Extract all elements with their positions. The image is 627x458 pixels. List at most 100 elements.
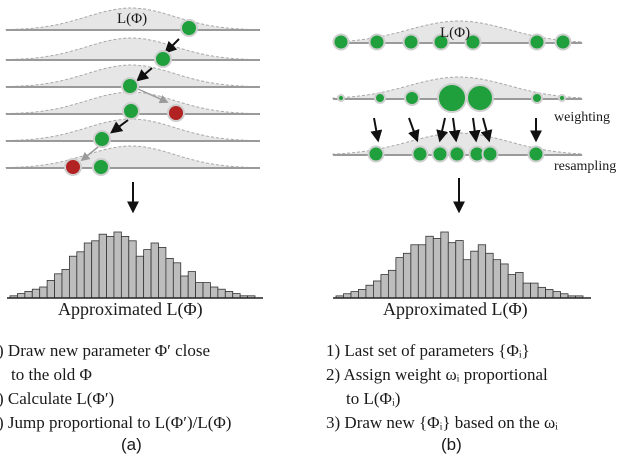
panel-b-histogram-bar-9 — [395, 257, 404, 299]
panel-a-sample-6 — [92, 158, 110, 176]
panel-a-histogram-bar-6 — [46, 279, 55, 299]
panel-a-likelihood-row-5-fill — [5, 118, 261, 142]
panel-b-weighted-particle-7 — [558, 94, 566, 102]
panel-b-histogram-bar-15 — [440, 231, 449, 299]
panel-a-step-arrow-4 — [110, 119, 129, 134]
panel-a-histogram-bar-4 — [31, 288, 41, 299]
panel-b-resample-arrow-4 — [448, 117, 461, 143]
panel-b-weighted-particle-2 — [374, 92, 386, 104]
panel-a-histogram-bar-14 — [106, 235, 115, 299]
panel-a-caption: Approximated L(Φ) — [58, 299, 203, 319]
panel-a-histogram-bar-22 — [165, 257, 174, 299]
panel-b-resampled-particle-2 — [411, 145, 429, 163]
panel-b-histogram-bar-26 — [522, 282, 531, 299]
panel-a-rejected-sample-4 — [167, 104, 185, 122]
panel-b-histogram-bar-30 — [552, 291, 561, 299]
panel-b-weighted-particle-3 — [404, 90, 420, 106]
panel-a-proposal-arrow-3 — [137, 88, 169, 104]
panel-b-resampled-particle-1 — [367, 145, 385, 163]
panel-b-histogram-bar-3 — [350, 291, 359, 299]
panel-b-weighted-particle-1 — [337, 94, 345, 102]
panel-b-resample-arrow-3 — [436, 117, 448, 143]
panel-b-histogram-bar-24 — [507, 274, 517, 299]
panel-b-histogram-bar-21 — [485, 252, 494, 299]
panel-a-histogram-bar-17 — [128, 240, 137, 299]
panel-b-weighted-particle-4 — [437, 83, 467, 113]
panel-a-histogram-bar-18 — [135, 255, 145, 299]
panel-b-histogram-bar-10 — [402, 252, 412, 299]
panel-a-step-3: ) Jump proportional to L(Φ′)/L(Φ) — [0, 413, 232, 432]
panel-b-resampled-particle-3 — [431, 145, 449, 163]
panel-a-histogram-bar-30 — [224, 290, 234, 299]
panel-a-histogram-bar-29 — [217, 288, 226, 299]
panel-a-histogram-bar-9 — [68, 255, 78, 299]
panel-a-step-arrow-1 — [164, 38, 180, 54]
panel-b-histogram-bar-27 — [530, 282, 539, 299]
panel-b-histogram-bar-8 — [387, 269, 397, 299]
panel-b-histogram-bar-14 — [432, 237, 442, 299]
panel-b-histogram-bar-5 — [365, 284, 374, 299]
panel-b-particle-5 — [464, 33, 482, 51]
panel-b-particle-7 — [554, 33, 572, 51]
panel-b-step-2-cont: to L(Φᵢ) — [346, 389, 401, 408]
panel-b-resample-arrow-6 — [480, 117, 493, 143]
panel-b-histogram-bar-28 — [537, 286, 546, 299]
panel-a-histogram-bar-7 — [54, 273, 63, 299]
panel-b-histogram-bar-12 — [417, 244, 427, 299]
panel-a-histogram-bar-11 — [83, 242, 93, 299]
panel-b-histogram-bar-18 — [462, 259, 472, 299]
panel-b-resampled-particle-6 — [481, 145, 499, 163]
panel-b-resample-arrow-1 — [370, 117, 383, 143]
resampling-label: resampling — [554, 159, 617, 174]
panel-a-label: (a) — [121, 435, 142, 454]
panel-a-histogram-bar-21 — [158, 246, 167, 299]
panel-b-histogram-bar-4 — [358, 289, 367, 299]
panel-a-histogram-bar-3 — [24, 290, 33, 299]
panel-b-step-1: 1) Last set of parameters {Φᵢ} — [326, 341, 530, 360]
panel-a-histogram-bar-24 — [180, 275, 189, 299]
panel-b-label: (b) — [441, 435, 462, 454]
panel-b-resample-arrow-5 — [468, 117, 481, 143]
panel-b-step-3: 3) Draw new {Φᵢ} based on the ωᵢ — [326, 413, 558, 432]
panel-a-step-arrow-2 — [136, 67, 153, 82]
panel-a-sample-4 — [122, 102, 140, 120]
panel-b-particle-3 — [402, 33, 420, 51]
panel-b-histogram-bar-22 — [492, 259, 502, 299]
panel-a-proposal-arrow-5 — [80, 146, 99, 162]
panel-b-particle-1 — [332, 33, 350, 51]
panel-b-caption: Approximated L(Φ) — [383, 299, 528, 319]
panel-a-likelihood-row-2-fill — [5, 37, 261, 61]
panel-b-particle-4 — [432, 33, 450, 51]
panel-b-histogram-bar-11 — [410, 244, 419, 299]
panel-a-histogram-bar-13 — [98, 233, 107, 299]
panel-b-resampled-particle-4 — [448, 145, 466, 163]
panel-a-histogram-bar-28 — [210, 286, 219, 299]
panel-b-histogram-bar-7 — [380, 274, 389, 299]
panel-b-histogram-bar-19 — [470, 250, 479, 299]
panel-b-weighted-particle-5 — [466, 84, 494, 112]
parameter-samples — [64, 19, 572, 176]
panel-a-histogram-bar-10 — [76, 251, 85, 299]
panel-a-histogram-bar-8 — [61, 268, 70, 299]
panel-b-histogram-bar-17 — [455, 240, 464, 299]
panel-a-step-2: ) Calculate L(Φ′) — [0, 389, 115, 408]
panel-a-histogram-bar-16 — [120, 235, 130, 299]
panel-a-likelihood-row-3-fill — [5, 64, 261, 88]
weighting-label: weighting — [554, 110, 610, 125]
panel-a-histogram-bar-19 — [143, 249, 152, 299]
panel-a-histogram-bar-15 — [113, 231, 122, 299]
panel-b-histogram-bar-20 — [477, 244, 487, 299]
panel-b-curve-label: L(Φ) — [440, 25, 471, 41]
panel-b-histogram-bar-16 — [447, 242, 457, 299]
transition-arrows — [80, 38, 542, 214]
panel-b-particle-2 — [368, 33, 386, 51]
panel-b-histogram-bar-29 — [545, 289, 554, 299]
panel-a-histogram-bar-27 — [202, 282, 211, 299]
panel-b-weighted-particle-6 — [531, 92, 543, 104]
panel-a-sample-3 — [121, 77, 139, 95]
histograms — [7, 231, 591, 299]
panel-a-step-1-cont: to the old Φ — [11, 365, 92, 384]
panel-a-histogram-bar-25 — [187, 271, 196, 299]
panel-a-histogram-bar-23 — [172, 262, 182, 299]
